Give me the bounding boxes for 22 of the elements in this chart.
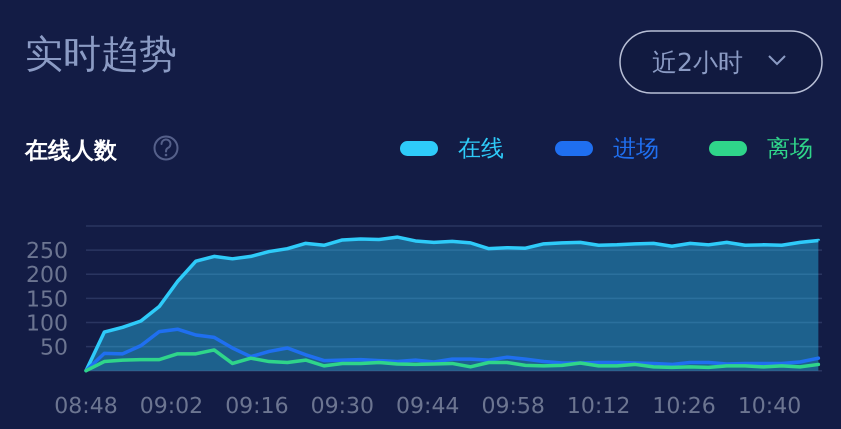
x-tick-label: 09:30 [310, 394, 374, 419]
chart-subtitle: 在线人数 [24, 138, 118, 164]
y-tick-label: 100 [26, 311, 68, 336]
y-tick-label: 150 [26, 287, 68, 312]
legend-label: 离场 [767, 136, 813, 162]
x-tick-label: 10:40 [738, 394, 802, 419]
x-tick-label: 09:44 [396, 394, 460, 419]
y-tick-label: 50 [40, 336, 68, 361]
text: 近2小时 [652, 48, 743, 77]
line-series [84, 327, 820, 372]
x-tick-label: 09:58 [482, 394, 545, 419]
x-tick-label: 09:02 [140, 394, 204, 419]
y-tick-label: 200 [26, 263, 68, 288]
legend-label: 进场 [613, 136, 659, 162]
x-tick-label: 10:26 [652, 394, 716, 419]
legend-label: 在线 [458, 136, 504, 162]
x-tick-label: 09:16 [225, 394, 289, 419]
x-tick-label: 10:12 [566, 394, 630, 419]
chart-title: 实时趋势 [25, 32, 177, 76]
x-tick-label: 08:48 [54, 394, 118, 419]
y-tick-label: 250 [26, 239, 68, 264]
line-series [84, 348, 820, 372]
